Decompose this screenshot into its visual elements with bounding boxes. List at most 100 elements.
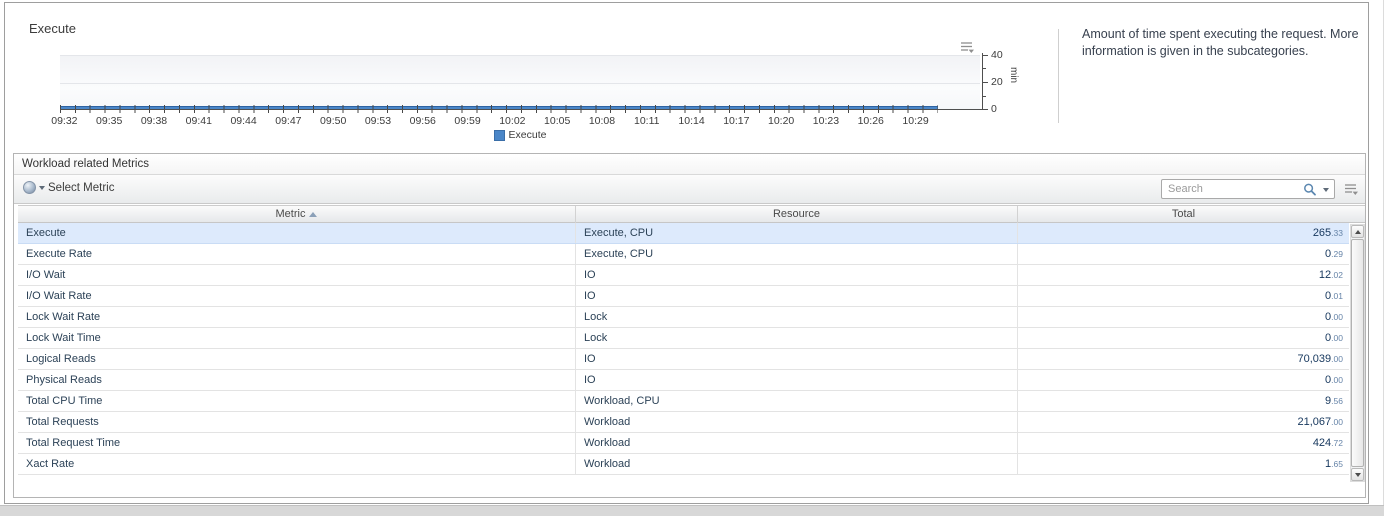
chart-description: Amount of time spent executing the reque…	[1082, 27, 1359, 58]
y-tick-0	[983, 109, 988, 110]
scrollbar-thumb[interactable]	[1351, 239, 1364, 467]
chevron-down-icon	[39, 185, 45, 190]
table-row-execute-rate[interactable]: Execute Rate Execute, CPU 0.29	[18, 244, 1349, 265]
y-tick-10	[983, 96, 986, 97]
scroll-up-icon	[1354, 229, 1361, 234]
horizontal-scrollbar-track[interactable]	[0, 505, 1384, 516]
table-row-total-requests[interactable]: Total Requests Workload 21,067.00	[18, 412, 1349, 433]
chart-legend: Execute	[60, 129, 980, 141]
table-row-execute[interactable]: Execute Execute, CPU 265.33	[18, 223, 1349, 244]
cell-metric: Total Request Time	[18, 433, 576, 453]
y-tick-40	[983, 55, 988, 56]
cell-total: 424.72	[1312, 437, 1343, 449]
table-row-total-cpu-time[interactable]: Total CPU Time Workload, CPU 9.56	[18, 391, 1349, 412]
cell-resource: IO	[576, 286, 1018, 306]
x-tick: 09:47	[275, 115, 302, 127]
table-row-io-wait-rate[interactable]: I/O Wait Rate IO 0.01	[18, 286, 1349, 307]
table-row-xact-rate[interactable]: Xact Rate Workload 1.65	[18, 454, 1349, 475]
cell-metric: Execute Rate	[18, 244, 576, 264]
search-input[interactable]	[1162, 180, 1334, 198]
table-row-lock-wait-time[interactable]: Lock Wait Time Lock 0.00	[18, 328, 1349, 349]
legend-swatch-execute	[493, 129, 505, 141]
select-metric-label: Select Metric	[48, 181, 115, 194]
x-tick: 10:20	[768, 115, 795, 127]
cell-total: 0.00	[1325, 374, 1343, 386]
cell-metric: Logical Reads	[18, 349, 576, 369]
x-tick: 09:44	[230, 115, 257, 127]
cell-resource: Execute, CPU	[576, 244, 1018, 264]
select-metric-button[interactable]: Select Metric	[23, 181, 114, 194]
header-filler	[1349, 205, 1365, 223]
x-tick: 10:14	[678, 115, 705, 127]
cell-metric: Total Requests	[18, 412, 576, 432]
panel-title: Workload related Metrics	[22, 158, 149, 170]
collapse-panel-button[interactable]	[1342, 161, 1354, 184]
cell-total: 0.00	[1325, 332, 1343, 344]
cell-resource: Lock	[576, 328, 1018, 348]
gridline-20	[60, 83, 980, 84]
table-row-physical-reads[interactable]: Physical Reads IO 0.00	[18, 370, 1349, 391]
chart-title: Execute	[29, 21, 76, 36]
cell-metric: Physical Reads	[18, 370, 576, 390]
x-tick: 09:56	[409, 115, 436, 127]
table-row-lock-wait-rate[interactable]: Lock Wait Rate Lock 0.00	[18, 307, 1349, 328]
x-tick: 10:08	[588, 115, 616, 127]
x-tick: 10:26	[857, 115, 884, 127]
column-header-metric[interactable]: Metric	[18, 206, 576, 223]
sort-ascending-icon	[309, 212, 318, 217]
x-tick: 10:11	[634, 115, 660, 127]
column-header-metric-label: Metric	[275, 208, 306, 220]
cell-metric: Execute	[18, 223, 576, 243]
cell-total: 0.00	[1325, 311, 1343, 323]
x-tick: 09:50	[320, 115, 347, 127]
cell-total: 0.01	[1325, 290, 1343, 302]
y-tick-20	[983, 82, 988, 83]
cell-total: 265.33	[1312, 227, 1343, 239]
cell-resource: Workload, CPU	[576, 391, 1018, 411]
cell-total: 9.56	[1325, 395, 1343, 407]
cell-total: 0.29	[1325, 248, 1343, 260]
x-tick: 10:17	[723, 115, 750, 127]
chart-options-icon[interactable]	[960, 41, 975, 59]
panel-toolbar: Select Metric	[14, 175, 1365, 204]
search-box	[1161, 179, 1335, 199]
x-tick: 10:02	[499, 115, 526, 127]
cell-total: 1.65	[1325, 458, 1343, 470]
metrics-table: Metric Resource Total Execute Execute, C…	[18, 205, 1349, 475]
y-label-0: 0	[991, 103, 997, 115]
workload-metrics-panel: Workload related Metrics Select Metric	[13, 153, 1366, 498]
y-tick-30	[983, 68, 986, 69]
y-label-40: 40	[991, 49, 1003, 61]
x-tick: 09:53	[364, 115, 392, 127]
column-header-resource[interactable]: Resource	[576, 206, 1018, 223]
table-row-logical-reads[interactable]: Logical Reads IO 70,039.00	[18, 349, 1349, 370]
table-row-total-request-time[interactable]: Total Request Time Workload 424.72	[18, 433, 1349, 454]
search-icon[interactable]	[1303, 183, 1317, 202]
column-header-resource-label: Resource	[772, 208, 821, 220]
search-options-chevron-icon[interactable]	[1323, 188, 1329, 192]
x-tick: 09:35	[96, 115, 123, 127]
table-customizer-icon[interactable]	[1344, 183, 1359, 201]
table-header-row: Metric Resource Total	[18, 205, 1349, 223]
column-header-total-label: Total	[1171, 208, 1196, 220]
cell-resource: Execute, CPU	[576, 223, 1018, 243]
cell-total: 70,039.00	[1297, 353, 1343, 365]
scroll-up-button[interactable]	[1351, 225, 1364, 238]
table-vertical-scrollbar[interactable]	[1350, 224, 1365, 482]
cell-metric: Total CPU Time	[18, 391, 576, 411]
column-header-total[interactable]: Total	[1018, 206, 1349, 223]
cell-metric: I/O Wait	[18, 265, 576, 285]
chart-description-divider	[1058, 29, 1059, 123]
chart-plot-area	[60, 55, 980, 110]
scroll-down-icon	[1354, 472, 1361, 477]
cell-metric: Lock Wait Rate	[18, 307, 576, 327]
scroll-down-button[interactable]	[1351, 468, 1364, 481]
table-row-io-wait[interactable]: I/O Wait IO 12.02	[18, 265, 1349, 286]
x-tick: 09:59	[454, 115, 481, 127]
cell-resource: IO	[576, 370, 1018, 390]
cell-resource: IO	[576, 265, 1018, 285]
metric-selector-icon	[23, 181, 36, 194]
x-tick: 09:38	[140, 115, 168, 127]
cell-metric: I/O Wait Rate	[18, 286, 576, 306]
